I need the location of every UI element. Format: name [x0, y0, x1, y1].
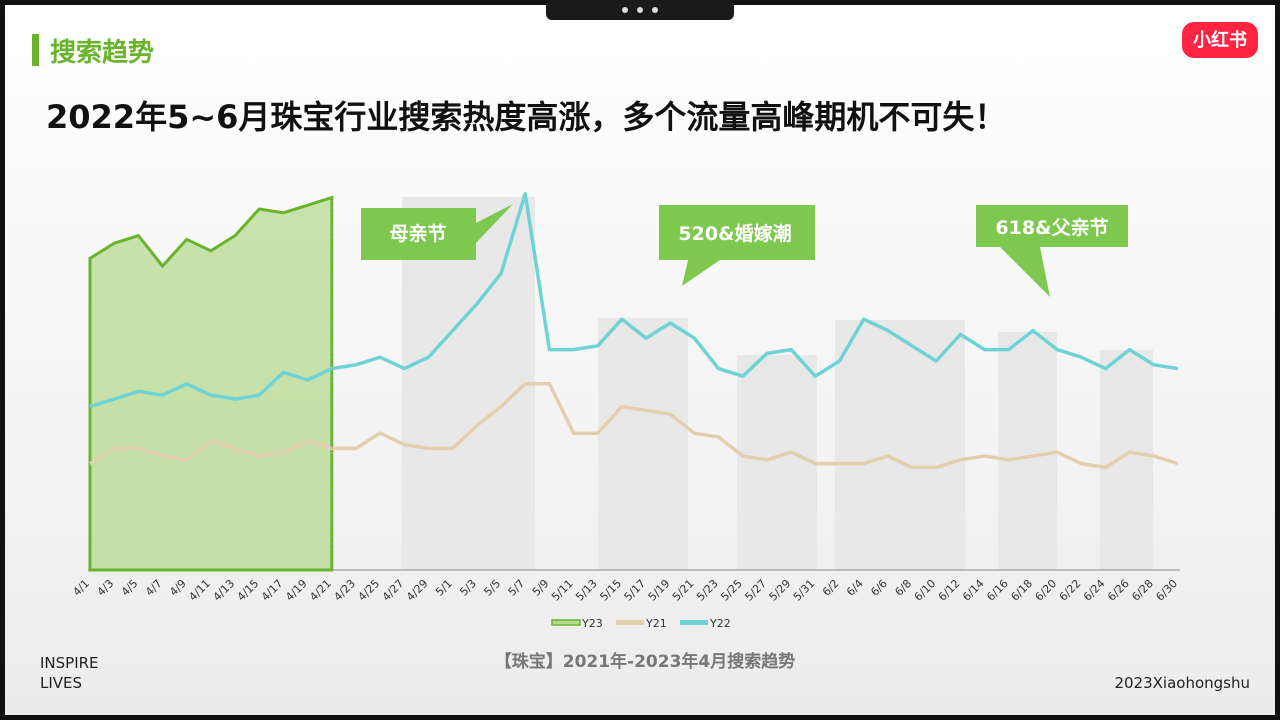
callout: 618&父亲节	[976, 205, 1128, 297]
callout: 母亲节	[361, 204, 513, 260]
legend-label: Y21	[645, 617, 667, 630]
annotation: 母亲节	[389, 222, 446, 245]
callout-shape	[361, 204, 513, 260]
footer-left: LIVES	[40, 674, 82, 692]
band	[737, 355, 817, 570]
dot	[637, 7, 643, 13]
callout-shape	[976, 205, 1128, 297]
brand: 小红书	[1193, 29, 1247, 51]
annotation: 520&婚嫁潮	[678, 222, 791, 245]
band	[598, 318, 688, 570]
section-title: 搜索趋势	[50, 38, 154, 68]
footer-left: INSPIRE	[40, 654, 99, 672]
legend-swatch	[551, 619, 581, 626]
band	[1100, 350, 1153, 570]
logo	[1182, 22, 1258, 58]
section-bar	[32, 34, 39, 66]
legend-label: Y23	[581, 617, 603, 630]
callout: 520&婚嫁潮	[659, 205, 815, 286]
line	[89, 382, 1179, 470]
line	[89, 192, 1179, 409]
period-bands	[402, 197, 1153, 570]
legend: Y23 Y21 Y22	[551, 617, 731, 630]
title: 2022年5~6月珠宝行业搜索热度高涨，多个流量高峰期机不可失！	[46, 98, 1006, 136]
legend-label: Y22	[709, 617, 731, 630]
caption: 【珠宝】2021年-2023年4月搜索趋势	[495, 651, 796, 672]
band	[998, 332, 1057, 570]
dot	[652, 7, 658, 13]
annotation: 618&父亲节	[995, 216, 1108, 239]
legend-swatch	[680, 620, 708, 625]
legend-swatch	[616, 620, 644, 625]
area	[88, 195, 334, 572]
dot	[622, 7, 628, 13]
callout-shape	[659, 205, 815, 286]
footer-right: 2023Xiaohongshu	[1114, 674, 1250, 692]
band	[835, 320, 965, 570]
